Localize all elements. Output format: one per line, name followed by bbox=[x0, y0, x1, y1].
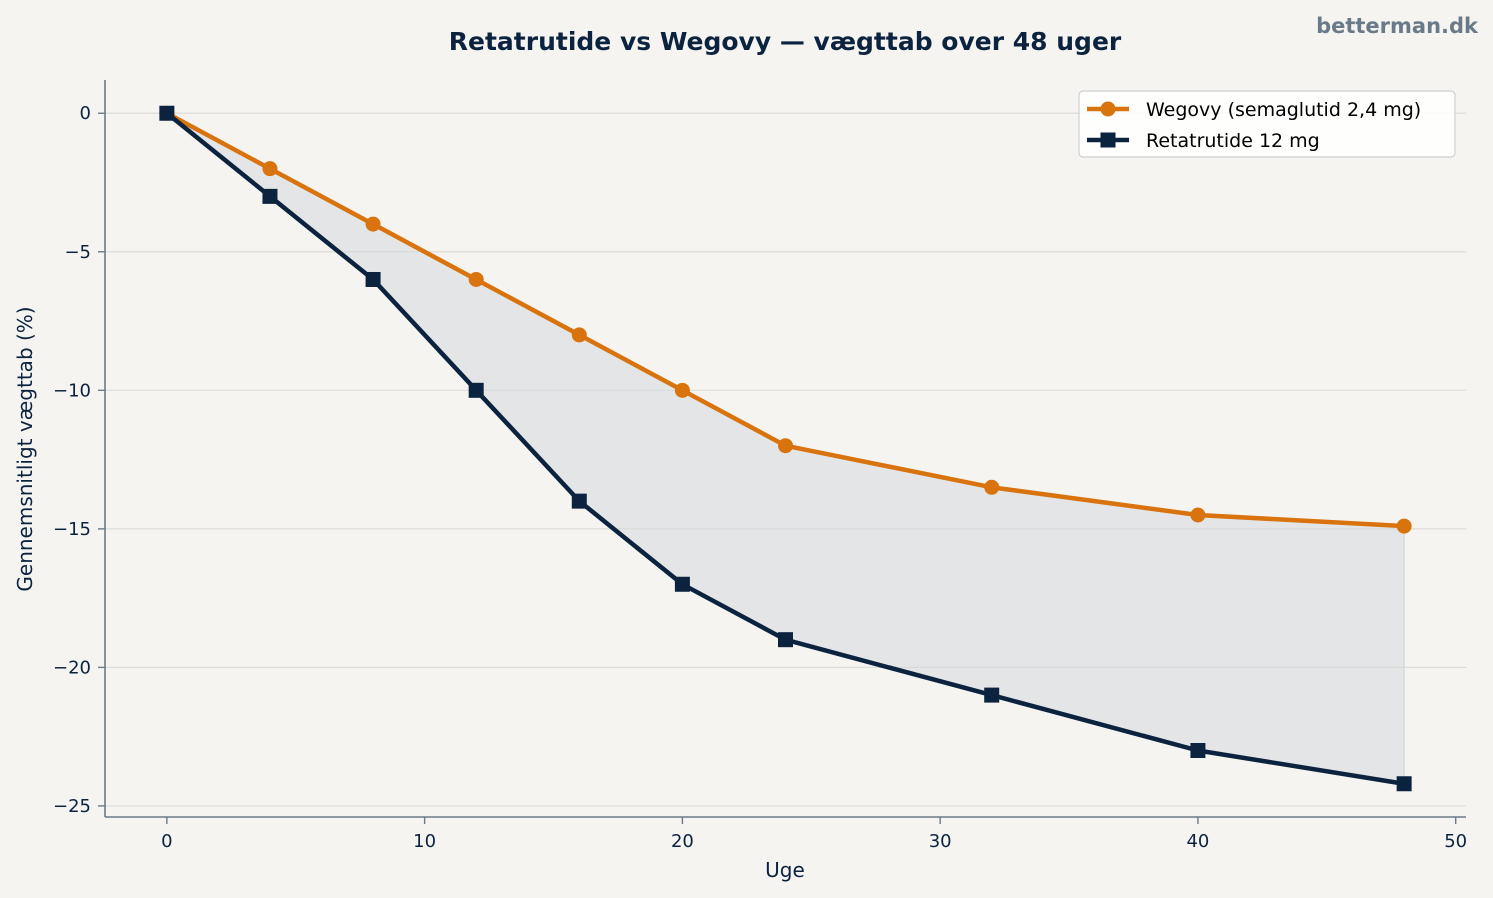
series-layer bbox=[159, 105, 1412, 792]
legend-marker bbox=[1100, 101, 1116, 117]
x-tick-label: 40 bbox=[1186, 831, 1209, 852]
data-point-wegovy-semaglutid-2-4-mg bbox=[468, 271, 484, 287]
y-axis-label: Gennemsnitligt vægttab (%) bbox=[13, 306, 37, 591]
data-point-retatrutide-12-mg bbox=[468, 382, 484, 398]
data-point-wegovy-semaglutid-2-4-mg bbox=[571, 327, 587, 343]
axes: 0 −5 −10 −15 −20 −25 0 10 20 30 40 50 bbox=[53, 80, 1467, 852]
chart-title: Retatrutide vs Wegovy — vægttab over 48 … bbox=[449, 27, 1122, 56]
data-point-retatrutide-12-mg bbox=[571, 493, 587, 509]
legend-label: Wegovy (semaglutid 2,4 mg) bbox=[1146, 99, 1421, 121]
legend-label: Retatrutide 12 mg bbox=[1146, 130, 1320, 152]
data-point-retatrutide-12-mg bbox=[1396, 776, 1412, 792]
data-point-wegovy-semaglutid-2-4-mg bbox=[1190, 507, 1206, 523]
data-point-retatrutide-12-mg bbox=[778, 632, 793, 648]
y-tick-label: −15 bbox=[53, 519, 91, 540]
legend-marker bbox=[1100, 132, 1116, 148]
legend: Wegovy (semaglutid 2,4 mg) Retatrutide 12… bbox=[1078, 90, 1456, 158]
data-point-retatrutide-12-mg bbox=[365, 271, 381, 287]
y-tick-label: −25 bbox=[53, 796, 91, 817]
series-line-wegovy-semaglutid-2-4-mg bbox=[165, 111, 1405, 529]
y-tick-label: −20 bbox=[53, 657, 91, 678]
data-point-retatrutide-12-mg bbox=[159, 105, 175, 121]
x-tick-label: 30 bbox=[929, 831, 952, 852]
y-tick-label: −10 bbox=[53, 380, 91, 401]
data-point-wegovy-semaglutid-2-4-mg bbox=[984, 479, 1000, 495]
x-tick-label: 10 bbox=[413, 831, 436, 852]
data-point-wegovy-semaglutid-2-4-mg bbox=[674, 382, 690, 398]
data-point-retatrutide-12-mg bbox=[984, 687, 1000, 703]
legend-box bbox=[1078, 90, 1456, 158]
data-point-wegovy-semaglutid-2-4-mg bbox=[262, 161, 278, 177]
data-point-retatrutide-12-mg bbox=[1190, 743, 1206, 759]
watermark: betterman.dk bbox=[1316, 14, 1479, 38]
x-tick-label: 0 bbox=[161, 831, 172, 852]
data-point-retatrutide-12-mg bbox=[262, 188, 278, 204]
x-tick-label: 50 bbox=[1444, 831, 1467, 852]
series-line-retatrutide-12-mg bbox=[165, 111, 1405, 787]
data-point-wegovy-semaglutid-2-4-mg bbox=[365, 216, 381, 232]
x-axis-label: Uge bbox=[765, 858, 805, 882]
data-point-wegovy-semaglutid-2-4-mg bbox=[778, 438, 793, 454]
data-point-wegovy-semaglutid-2-4-mg bbox=[1396, 518, 1412, 534]
x-tick-label: 20 bbox=[671, 831, 694, 852]
y-tick-label: −5 bbox=[64, 242, 91, 263]
data-point-retatrutide-12-mg bbox=[674, 576, 690, 592]
y-tick-label: 0 bbox=[80, 103, 91, 124]
